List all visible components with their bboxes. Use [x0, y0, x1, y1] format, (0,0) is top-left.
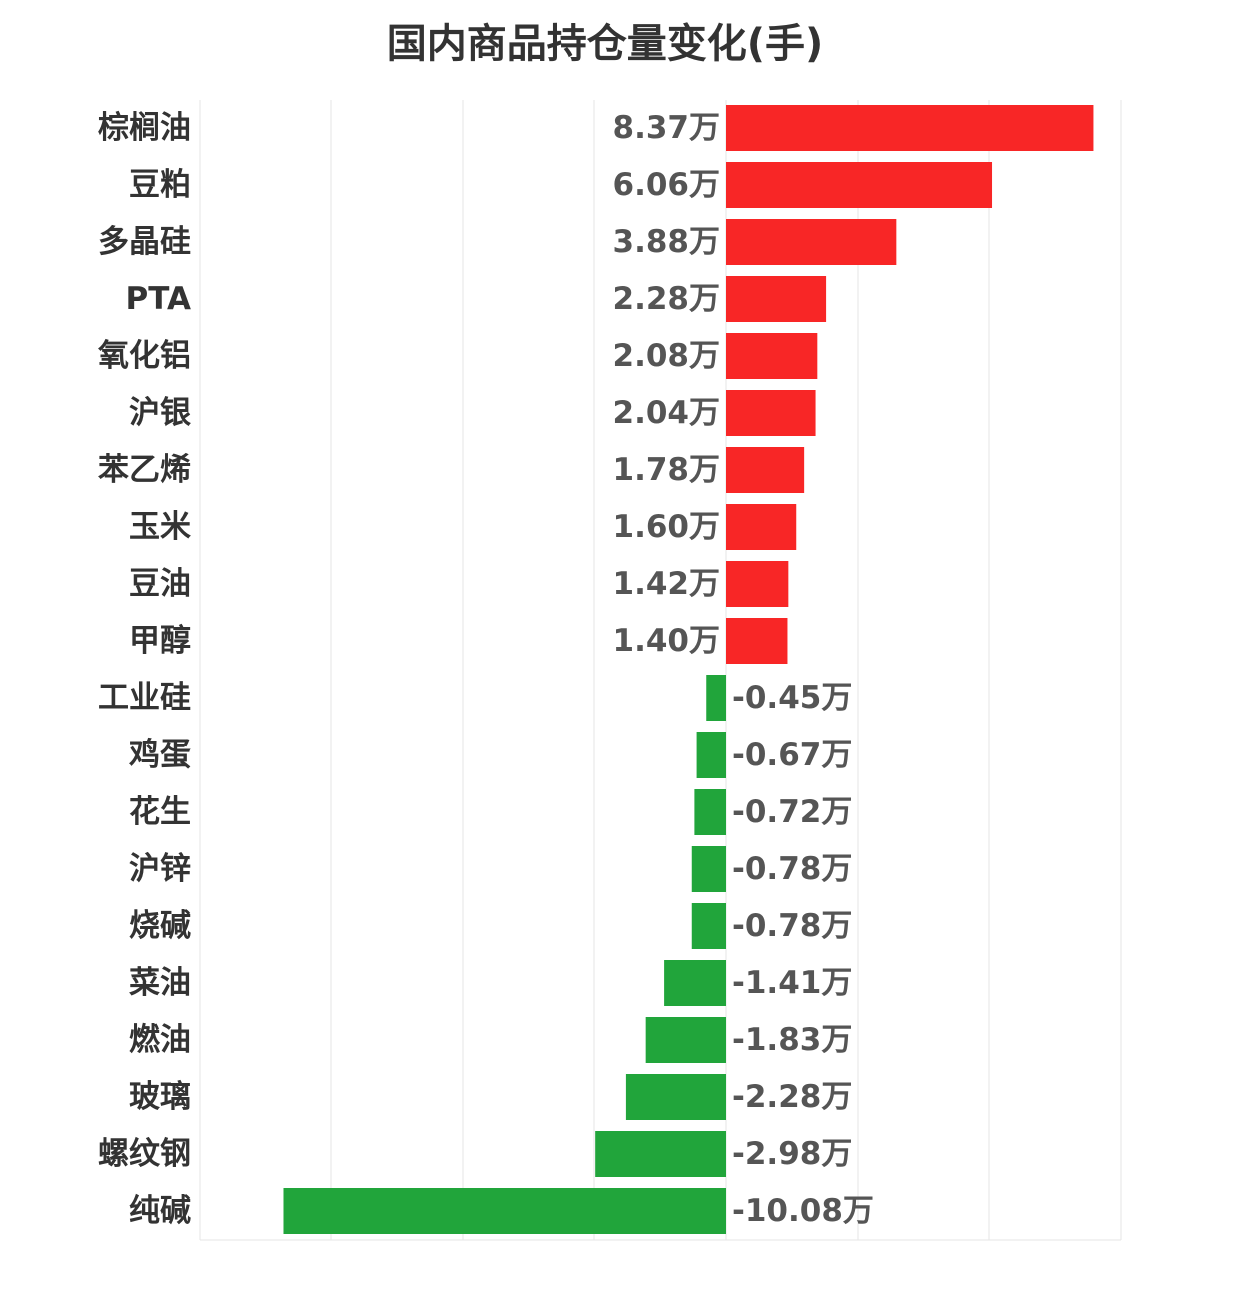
value-label: -2.98万 [732, 1136, 852, 1172]
category-label: 菜油 [129, 965, 191, 1001]
bar [691, 846, 726, 892]
category-label: 螺纹钢 [98, 1136, 191, 1172]
value-label: 2.08万 [613, 338, 721, 374]
category-label: 玉米 [129, 509, 191, 545]
category-label: 沪锌 [129, 851, 191, 887]
category-label: 燃油 [129, 1022, 191, 1058]
category-label: 氧化铝 [98, 338, 191, 374]
value-label: 2.04万 [613, 395, 721, 431]
category-label: 鸡蛋 [128, 737, 191, 773]
value-label: -0.72万 [732, 794, 852, 830]
value-label: 6.06万 [613, 167, 721, 203]
chart-title: 国内商品持仓量变化(手) [386, 21, 824, 67]
bar [726, 162, 993, 208]
value-label: -2.28万 [732, 1079, 852, 1115]
value-label: 3.88万 [613, 224, 721, 260]
value-label: -0.78万 [732, 851, 852, 887]
category-label: 花生 [129, 794, 191, 830]
bar [726, 219, 897, 265]
category-label: 甲醇 [129, 623, 191, 659]
bar [726, 276, 827, 322]
value-label: -0.67万 [732, 737, 852, 773]
bar [645, 1017, 726, 1063]
category-label: 豆粕 [129, 167, 191, 203]
bar [694, 789, 726, 835]
value-label: 1.78万 [613, 452, 721, 488]
bar [726, 390, 816, 436]
value-label: 2.28万 [613, 281, 721, 317]
value-label: 8.37万 [613, 110, 721, 146]
grid-lines [199, 100, 1122, 1241]
value-label: -10.08万 [732, 1193, 874, 1229]
bar [691, 903, 726, 949]
category-label: 玻璃 [129, 1079, 191, 1115]
bar [283, 1188, 726, 1234]
category-label: 纯碱 [129, 1193, 191, 1229]
value-label: 1.60万 [613, 509, 721, 545]
category-label: 多晶硅 [98, 224, 191, 260]
bar [726, 618, 788, 664]
bar [595, 1131, 726, 1177]
bar [726, 561, 789, 607]
category-label: 沪银 [129, 395, 191, 431]
bar [726, 504, 797, 550]
category-label: PTA [126, 281, 191, 317]
value-label: -0.78万 [732, 908, 852, 944]
category-label: 豆油 [129, 566, 191, 602]
bar [726, 105, 1094, 151]
category-label: 苯乙烯 [98, 452, 191, 488]
bar [726, 333, 818, 379]
category-label: 工业硅 [98, 680, 191, 716]
category-label: 烧碱 [129, 908, 191, 944]
bars [283, 105, 1094, 1234]
bar [706, 675, 726, 721]
value-label: 1.40万 [613, 623, 721, 659]
value-label: -1.41万 [732, 965, 852, 1001]
value-label: -0.45万 [732, 680, 852, 716]
bar [726, 447, 805, 493]
bar [696, 732, 726, 778]
value-label: -1.83万 [732, 1022, 852, 1058]
value-label: 1.42万 [613, 566, 721, 602]
bar [625, 1074, 726, 1120]
category-label: 棕榈油 [98, 110, 191, 146]
bar [664, 960, 726, 1006]
